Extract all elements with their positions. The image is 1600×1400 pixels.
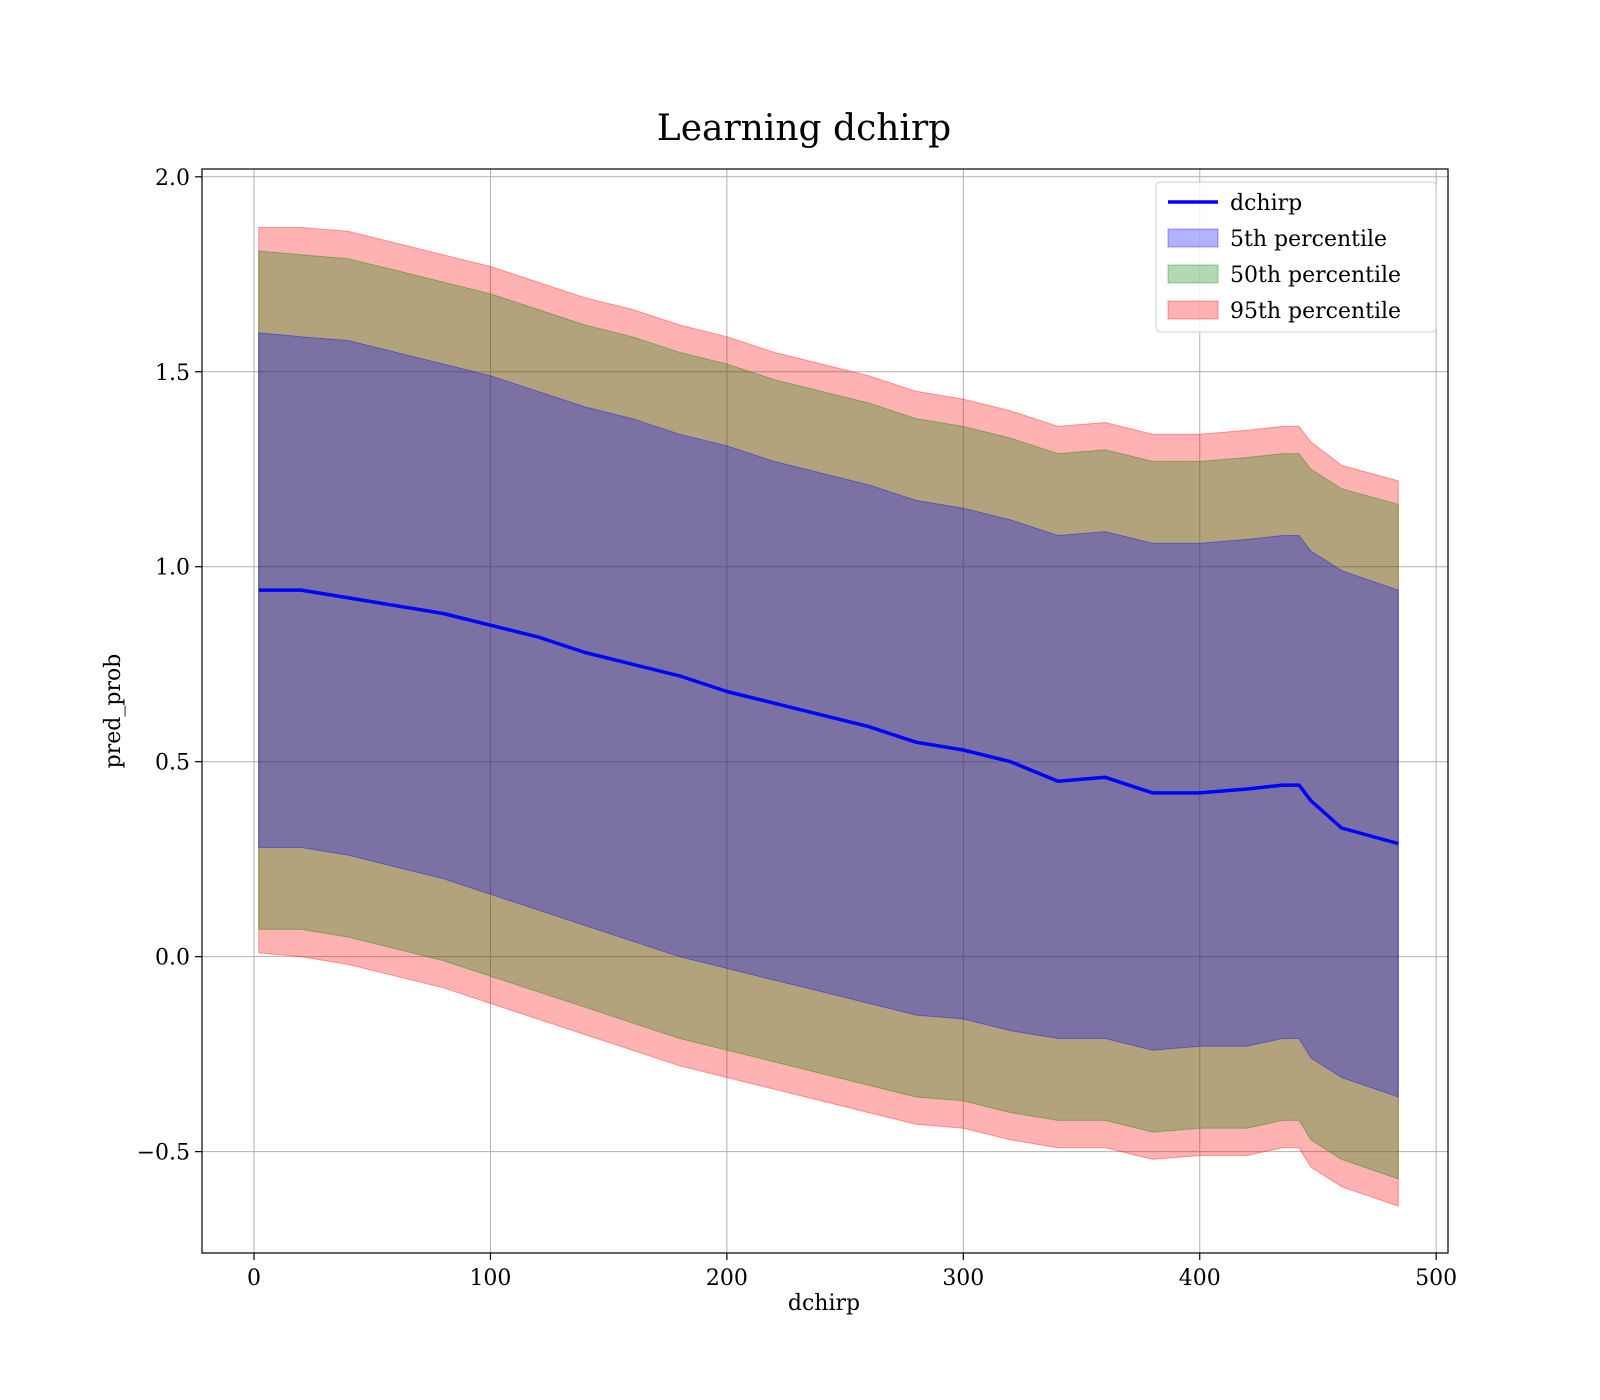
x-tick-label: 500	[1415, 1266, 1457, 1291]
legend: dchirp 5th percentile 50th percentile 95th …	[1155, 181, 1437, 333]
legend-label-95th-percentile: 95th percentile	[1230, 299, 1401, 324]
x-tick-label: 400	[1179, 1266, 1221, 1291]
x-tick-label: 200	[706, 1266, 748, 1291]
mean-line-dchirp	[258, 588, 1399, 846]
x-tick-label: 100	[469, 1266, 511, 1291]
x-tick-label: 300	[942, 1266, 984, 1291]
y-tick-label: 2.0	[155, 166, 190, 191]
x-tick-label: 0	[247, 1266, 261, 1291]
legend-label-dchirp: dchirp	[1230, 191, 1302, 216]
axes-frame	[201, 168, 1449, 1254]
legend-swatch-5th-percentile	[1167, 228, 1219, 248]
legend-swatch-50th-percentile	[1167, 264, 1219, 284]
y-tick-label: 0.5	[155, 751, 190, 776]
y-tick-label: 1.5	[155, 361, 190, 386]
x-axis-label: dchirp	[788, 1291, 860, 1316]
y-axis-ticks: −0.5 0.0 0.5 1.0 1.5 2.0	[137, 166, 202, 1166]
legend-swatch-95th-percentile	[1167, 300, 1219, 320]
chart-title: Learning dchirp	[657, 108, 951, 149]
y-tick-label: 0.0	[155, 946, 190, 971]
grid	[202, 169, 1448, 1253]
legend-label-5th-percentile: 5th percentile	[1230, 227, 1387, 252]
y-tick-label: −0.5	[137, 1141, 190, 1166]
x-axis-ticks: 0 100 200 300 400 500	[247, 1253, 1457, 1291]
y-tick-label: 1.0	[155, 556, 190, 581]
legend-box	[1155, 181, 1437, 333]
y-axis-label: pred_prob	[101, 654, 126, 769]
mean-line-group	[258, 588, 1399, 846]
legend-label-50th-percentile: 50th percentile	[1230, 263, 1401, 288]
